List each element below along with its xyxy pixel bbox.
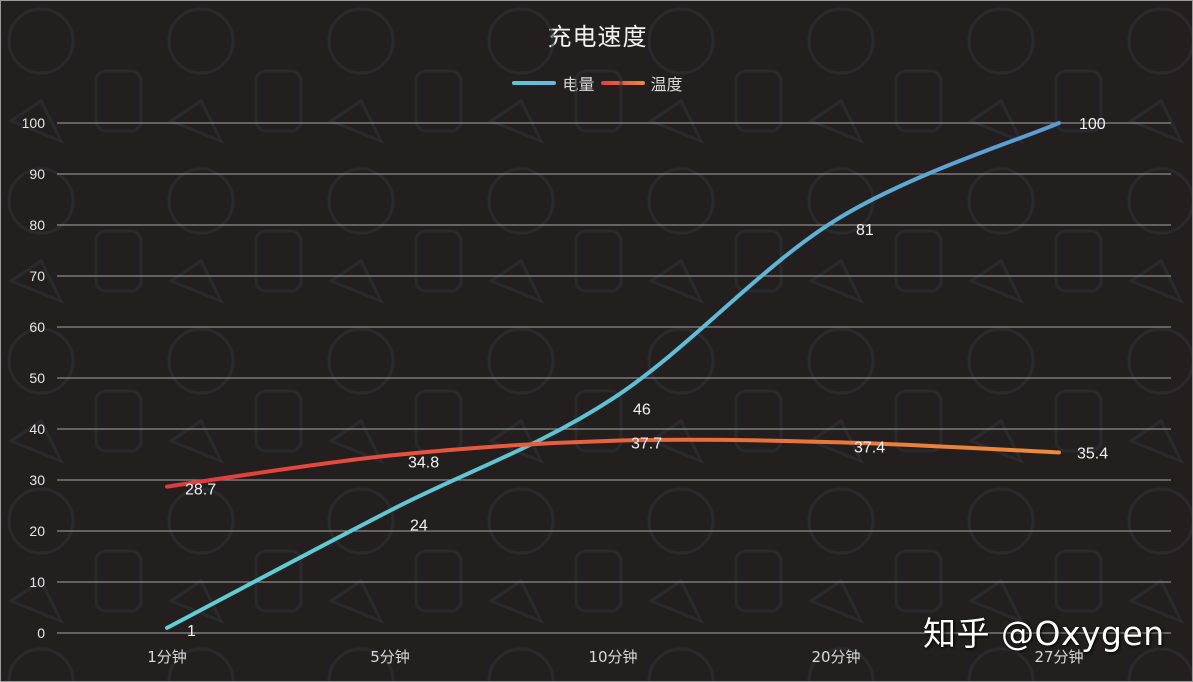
data-labels: 1 24 46 81 100 28.7 34.8 37.7 37.4 35.4 bbox=[185, 116, 1108, 640]
data-label-temperature: 34.8 bbox=[408, 455, 439, 472]
y-tick-label: 80 bbox=[29, 217, 45, 233]
y-tick-label: 0 bbox=[37, 625, 45, 641]
x-tick-label: 27分钟 bbox=[1034, 648, 1083, 666]
y-tick-label: 40 bbox=[29, 421, 45, 437]
x-tick-label: 5分钟 bbox=[370, 648, 410, 666]
series-line-temperature[interactable] bbox=[165, 437, 1061, 489]
x-tick-label: 10分钟 bbox=[588, 648, 637, 666]
y-tick-label: 70 bbox=[29, 268, 45, 284]
watermark: 知乎 @Oxygen bbox=[923, 614, 1165, 653]
data-label-battery: 24 bbox=[410, 518, 428, 535]
data-label-battery: 46 bbox=[633, 401, 651, 418]
x-tick-label: 1分钟 bbox=[147, 648, 187, 666]
x-tick-label: 20分钟 bbox=[811, 648, 860, 666]
y-tick-label: 30 bbox=[29, 472, 45, 488]
data-label-temperature: 35.4 bbox=[1077, 445, 1108, 462]
y-tick-label: 20 bbox=[29, 523, 45, 539]
data-label-battery: 100 bbox=[1079, 116, 1106, 133]
data-label-battery: 1 bbox=[187, 623, 196, 640]
y-tick-label: 100 bbox=[22, 115, 46, 131]
y-axis-ticks: 0 10 20 30 40 50 60 70 80 90 100 bbox=[22, 115, 46, 641]
data-label-battery: 81 bbox=[856, 222, 874, 239]
data-label-temperature: 37.4 bbox=[854, 439, 885, 456]
y-tick-label: 60 bbox=[29, 319, 45, 335]
gridlines bbox=[57, 122, 1171, 634]
x-axis-ticks: 1分钟 5分钟 10分钟 20分钟 27分钟 bbox=[147, 648, 1083, 666]
y-tick-label: 10 bbox=[29, 574, 45, 590]
data-label-temperature: 28.7 bbox=[185, 482, 216, 499]
series-line-battery[interactable] bbox=[165, 121, 1061, 630]
data-label-temperature: 37.7 bbox=[631, 436, 662, 453]
y-tick-label: 50 bbox=[29, 370, 45, 386]
y-tick-label: 90 bbox=[29, 166, 45, 182]
